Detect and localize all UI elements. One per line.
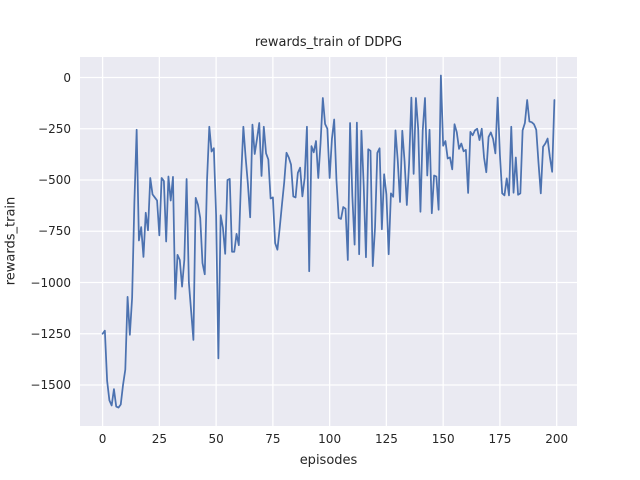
y-tick-label: −250	[38, 121, 71, 136]
data-line-rewards_train	[101, 74, 556, 409]
x-tick-label: 0	[98, 432, 107, 446]
plot-area	[80, 57, 577, 426]
y-tick-label: −500	[38, 173, 71, 187]
y-tick-label: −750	[38, 224, 71, 239]
x-tick-label: 100	[318, 432, 342, 446]
chart-canvas	[80, 57, 577, 426]
y-tick-label: −1250	[30, 326, 71, 341]
chart-title: rewards_train of DDPG	[254, 35, 403, 50]
x-tick-label: 150	[431, 432, 455, 446]
x-tick-label: 175	[488, 432, 512, 446]
x-tick-label: 25	[151, 432, 167, 446]
y-tick-label: −1000	[30, 275, 71, 290]
x-axis-label: episodes	[299, 453, 358, 468]
x-tick-label: 200	[545, 432, 569, 446]
x-tick-label: 125	[374, 432, 398, 446]
y-tick-label: −1500	[30, 378, 71, 392]
y-tick-label: 0	[63, 70, 71, 85]
x-tick-label: 50	[208, 432, 224, 446]
x-tick-label: 75	[265, 432, 281, 446]
